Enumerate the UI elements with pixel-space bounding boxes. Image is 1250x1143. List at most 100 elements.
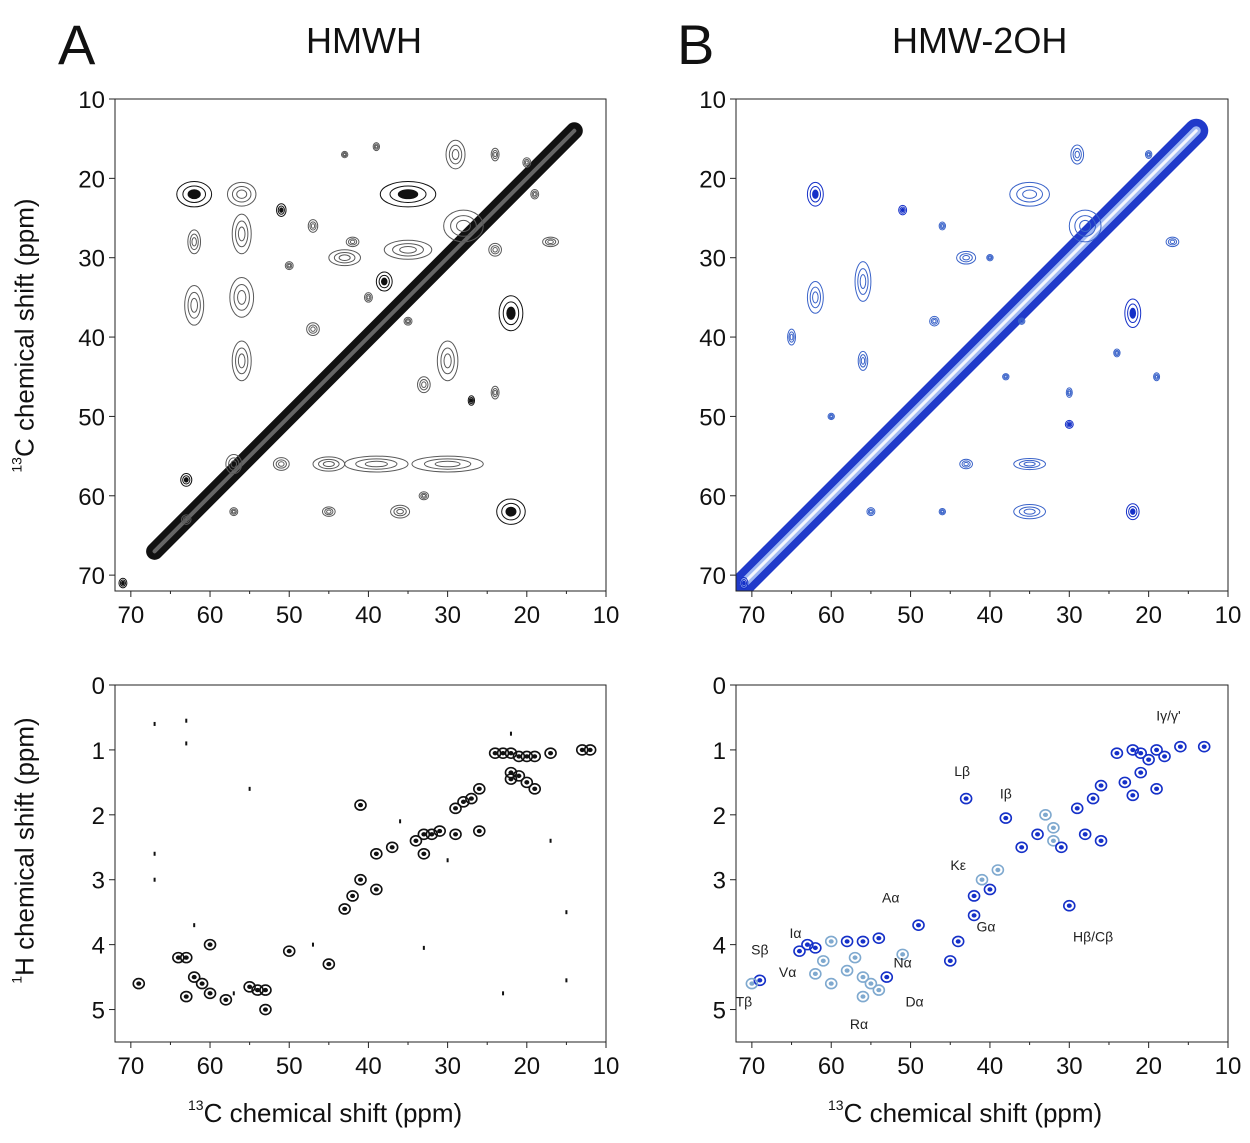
x-tick-label: 10	[1215, 602, 1242, 629]
ch-peak-center	[476, 786, 482, 792]
ch-peak-center	[1035, 832, 1041, 837]
ch-peak	[465, 792, 478, 805]
ch-peak	[1150, 744, 1163, 756]
ch-peak-center	[757, 978, 763, 983]
ch-peak-center	[199, 981, 205, 986]
peak-label: Dα	[905, 993, 923, 1009]
noise-speck	[565, 910, 568, 915]
noise-speck	[565, 978, 568, 983]
ch-peak-center	[868, 981, 874, 986]
ch-peak	[370, 847, 383, 860]
cross-peak-center	[322, 461, 335, 468]
cross-peak-contour	[1018, 506, 1041, 517]
cross-peak	[390, 504, 411, 519]
cross-peak-contour	[235, 347, 249, 375]
y-tick-label: 70	[699, 563, 726, 590]
cross-peak-center	[287, 263, 292, 268]
x-tick-label: 10	[1215, 1053, 1242, 1080]
noise-speck	[509, 731, 512, 736]
diagonal-peak-center	[742, 129, 1198, 585]
peak-label: Kε	[950, 857, 966, 873]
cross-peak-center	[860, 357, 866, 365]
ch-peak-center	[532, 754, 538, 759]
ch-peak-center	[191, 974, 197, 980]
cross-peak	[1125, 503, 1140, 521]
cross-peak-contour	[308, 324, 318, 334]
ch-peak-center	[453, 832, 459, 837]
ch-peak-center	[183, 994, 189, 999]
ch-peak	[528, 783, 542, 795]
cross-peak	[272, 457, 290, 471]
ch-peak-center	[963, 796, 969, 801]
ch-peak	[1055, 841, 1068, 854]
ch-peak-center	[1090, 796, 1096, 801]
ch_hmwh-plot: 70 60 50 40 30 20 10 0 1 2 3 4 5	[92, 673, 620, 1080]
noise-speck	[422, 945, 425, 950]
ch-peak	[472, 825, 486, 837]
cross-peak	[490, 385, 500, 400]
cross-peak	[866, 507, 876, 517]
ch-peak-center	[1050, 825, 1056, 830]
cross-peak-center	[1169, 239, 1176, 245]
peak-label: Sβ	[751, 941, 768, 957]
ch-peak-center	[460, 799, 466, 805]
cross-peak-contour	[342, 151, 348, 158]
x-tick-label: 10	[593, 602, 620, 629]
cross-peak-contour	[1146, 151, 1152, 158]
ch_hmwh-content	[132, 718, 597, 1016]
ch-peak	[1150, 783, 1163, 795]
ch-peak-center	[468, 796, 474, 801]
cross-peak	[411, 455, 484, 473]
ch-peak-center	[1154, 786, 1160, 792]
cross-peak-center	[506, 306, 516, 320]
ch-peak-center	[342, 906, 348, 912]
ch-peak-center	[844, 968, 850, 973]
ch-peak	[1031, 828, 1044, 841]
cross-peak	[1013, 457, 1046, 471]
cross-peak-center	[231, 509, 236, 514]
x-tick-label: 60	[818, 602, 845, 629]
cross-peak-contour	[544, 238, 557, 246]
ch-peak	[896, 948, 909, 961]
cross-peak	[231, 340, 252, 382]
cross-peak-contour	[468, 396, 474, 405]
cross-peak	[375, 271, 393, 292]
cross-peak-contour	[1003, 374, 1009, 380]
cross-peak-center	[1129, 307, 1137, 319]
ch-peak	[187, 971, 201, 983]
y-tick-label: 4	[92, 933, 105, 960]
panel-b-letter: B	[677, 13, 715, 76]
ch-peak	[856, 935, 870, 948]
x-tick-label: 70	[739, 1053, 766, 1080]
ch-peak	[385, 841, 399, 854]
noise-speck	[185, 741, 188, 746]
cross-peak-contour	[419, 379, 429, 391]
cross-peak-center	[532, 192, 537, 197]
x-tick-label: 70	[117, 1053, 144, 1080]
cross-peak-center	[469, 398, 473, 403]
x-tick-label: 60	[197, 1053, 224, 1080]
x-tick-label: 40	[355, 602, 382, 629]
ch-peak	[975, 873, 989, 886]
cross-peak	[417, 376, 431, 394]
cross-peak-contour	[987, 255, 993, 261]
cross-peak-center	[121, 580, 125, 586]
ch-peak-center	[421, 832, 427, 837]
x-tick-label: 20	[1135, 602, 1162, 629]
ch-peak-center	[1138, 750, 1144, 756]
cross-peak-center	[364, 460, 388, 468]
cross-peak-center	[524, 160, 529, 165]
ch-peak-center	[524, 754, 530, 759]
cross-peak-contour	[961, 460, 971, 468]
cross-peak-center	[237, 289, 247, 305]
ch-peak-center	[812, 971, 818, 977]
cross-peak	[345, 236, 360, 248]
ch-peak-center	[223, 997, 229, 1003]
ch-peak	[1047, 834, 1060, 847]
cross-peak-contour	[1154, 373, 1160, 380]
ch-peak-center	[1146, 757, 1152, 762]
ch-peak	[943, 955, 957, 967]
ch-peak	[809, 968, 822, 980]
cross-peak-contour	[277, 205, 285, 215]
cross-peak-center	[187, 189, 201, 200]
